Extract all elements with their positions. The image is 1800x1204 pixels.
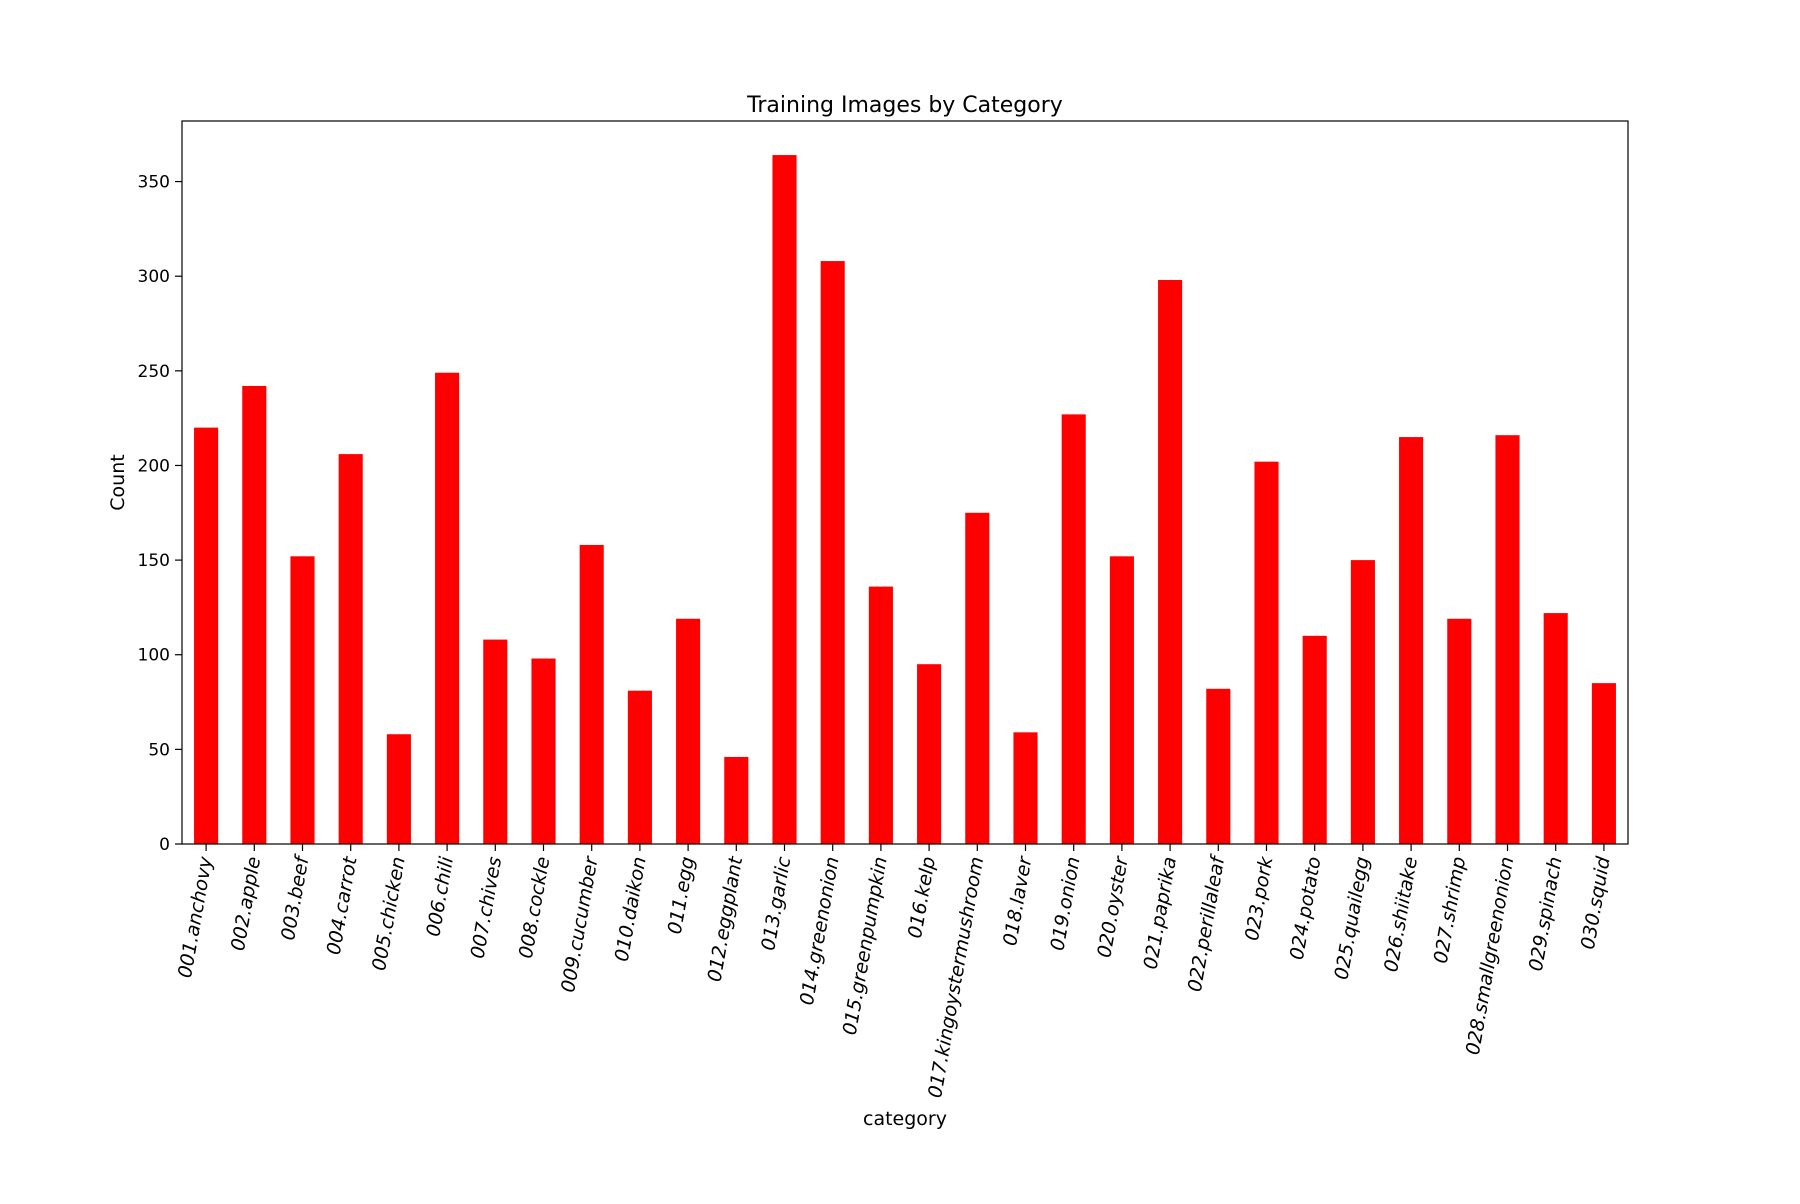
x-tick-label: 023.pork	[1241, 854, 1278, 942]
x-tick-label: 028.smallgreenonion	[1462, 855, 1519, 1057]
x-tick-label: 022.perillaleaf	[1184, 852, 1230, 994]
x-tick-label: 002.apple	[227, 855, 265, 952]
x-tick-label: 016.kelp	[904, 855, 940, 940]
bar-014.greenonion	[820, 261, 845, 844]
x-axis-ticks: 001.anchovy 002.apple 003.beef 004.carrot 00…	[174, 844, 1615, 1100]
x-tick-label: 025.quailegg	[1331, 855, 1374, 981]
x-tick-label: 030.squid	[1577, 854, 1615, 951]
y-axis-ticks: 0 50 100 150 200 250 300 350	[138, 173, 182, 855]
x-tick-label: 008.cockle	[515, 855, 555, 960]
bar-001.anchovy	[194, 427, 219, 844]
x-tick-label: 001.anchovy	[174, 854, 217, 979]
bar-026.shiitake	[1399, 437, 1424, 844]
x-tick-label: 019.onion	[1046, 855, 1084, 952]
bar-004.carrot	[338, 454, 363, 844]
x-tick-label: 004.carrot	[323, 854, 362, 957]
bar-017.kingoystermushroom	[965, 512, 990, 844]
x-tick-label: 003.beef	[277, 852, 314, 942]
bar-007.chives	[483, 639, 508, 844]
x-tick-label: 006.chili	[422, 854, 458, 938]
bar-016.kelp	[917, 664, 942, 844]
x-tick-label: 011.egg	[664, 855, 699, 936]
y-tick-label: 350	[138, 173, 170, 193]
x-tick-label: 007.chives	[467, 855, 507, 960]
bar-024.potato	[1302, 635, 1327, 844]
x-tick-label: 005.chicken	[368, 855, 410, 972]
bar-023.pork	[1254, 461, 1279, 844]
bar-029.spinach	[1543, 613, 1568, 844]
x-tick-label: 020.oyster	[1093, 854, 1133, 959]
x-tick-label: 013.garlic	[757, 855, 795, 953]
y-tick-label: 50	[148, 740, 170, 760]
bar-030.squid	[1591, 683, 1616, 844]
bar-003.beef	[290, 556, 315, 844]
x-tick-label: 015.greenpumpkin	[839, 855, 892, 1037]
bar-018.laver	[1013, 732, 1038, 844]
bar-019.onion	[1061, 414, 1086, 844]
x-axis-label: category	[863, 1108, 947, 1130]
bar-013.garlic	[772, 155, 797, 845]
x-tick-label: 014.greenonion	[796, 855, 844, 1007]
x-tick-label: 009.cucumber	[557, 854, 603, 994]
bar-015.greenpumpkin	[868, 586, 893, 844]
x-tick-label: 012.eggplant	[704, 854, 748, 984]
bar-025.quailegg	[1350, 560, 1375, 844]
bar-011.egg	[676, 618, 701, 844]
bar-020.oyster	[1109, 556, 1134, 844]
bar-022.perillaleaf	[1206, 688, 1231, 844]
y-tick-label: 250	[138, 362, 170, 382]
bar-012.eggplant	[724, 756, 749, 844]
bar-005.chicken	[386, 734, 411, 844]
bars-group	[194, 155, 1616, 845]
y-tick-label: 100	[138, 646, 170, 666]
bar-006.chili	[435, 372, 460, 844]
bar-010.daikon	[627, 690, 652, 844]
bar-002.apple	[242, 385, 267, 844]
x-tick-label: 024.potato	[1286, 855, 1326, 961]
y-tick-label: 300	[138, 267, 170, 287]
x-tick-label: 018.laver	[999, 854, 1036, 948]
bar-028.smallgreenonion	[1495, 435, 1520, 844]
x-tick-label: 010.daikon	[611, 855, 651, 963]
y-tick-label: 150	[138, 551, 170, 571]
x-tick-label: 029.spinach	[1525, 855, 1567, 973]
y-tick-label: 200	[138, 456, 170, 476]
y-tick-label: 0	[159, 835, 170, 855]
bar-027.shrimp	[1447, 618, 1472, 844]
x-tick-label: 027.shrimp	[1430, 855, 1470, 965]
x-tick-label: 026.shiitake	[1380, 855, 1422, 974]
plot-frame	[181, 120, 1629, 845]
bar-009.cucumber	[579, 544, 604, 844]
y-axis-label: Count	[107, 454, 129, 510]
chart-title: Training Images by Category	[746, 93, 1063, 118]
bar-008.cockle	[531, 658, 556, 844]
x-tick-label: 021.paprika	[1140, 855, 1181, 971]
bar-021.paprika	[1158, 279, 1183, 845]
